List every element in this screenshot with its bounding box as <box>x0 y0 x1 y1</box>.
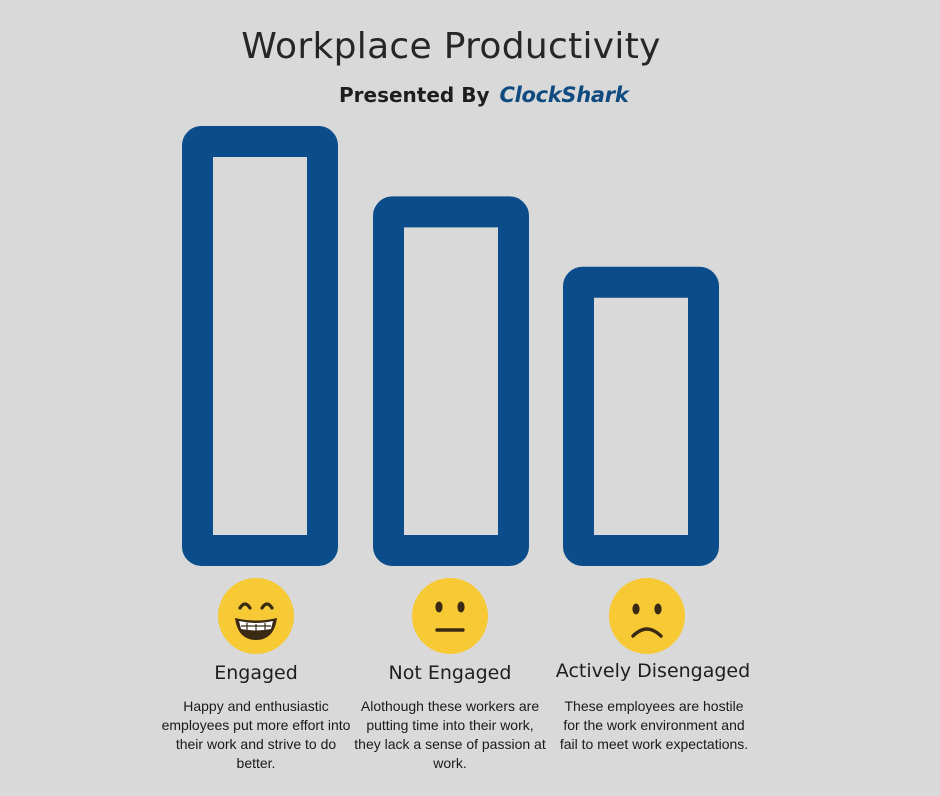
bar-not-engaged <box>373 196 529 566</box>
chart-title: Workplace Productivity <box>241 26 661 67</box>
bar-actively-disengaged <box>563 266 719 566</box>
description-not-engaged: Alothough these workers are putting time… <box>354 698 546 771</box>
subtitle: Presented By ClockShark <box>339 83 629 107</box>
bar-engaged <box>182 126 338 566</box>
presented-by-text: Presented By <box>339 83 490 107</box>
description-actively-disengaged: These employees are hostile for the work… <box>559 698 749 752</box>
category-label-actively-disengaged: Actively Disengaged <box>555 660 751 682</box>
grinning-face-icon <box>218 578 294 654</box>
category-label-not-engaged: Not Engaged <box>388 662 512 684</box>
brand-logo-text: ClockShark <box>499 83 629 107</box>
description-engaged: Happy and enthusiastic employees put mor… <box>161 698 351 771</box>
frowning-face-icon <box>609 578 685 654</box>
category-label-engaged: Engaged <box>214 662 298 684</box>
neutral-face-icon <box>412 578 488 654</box>
